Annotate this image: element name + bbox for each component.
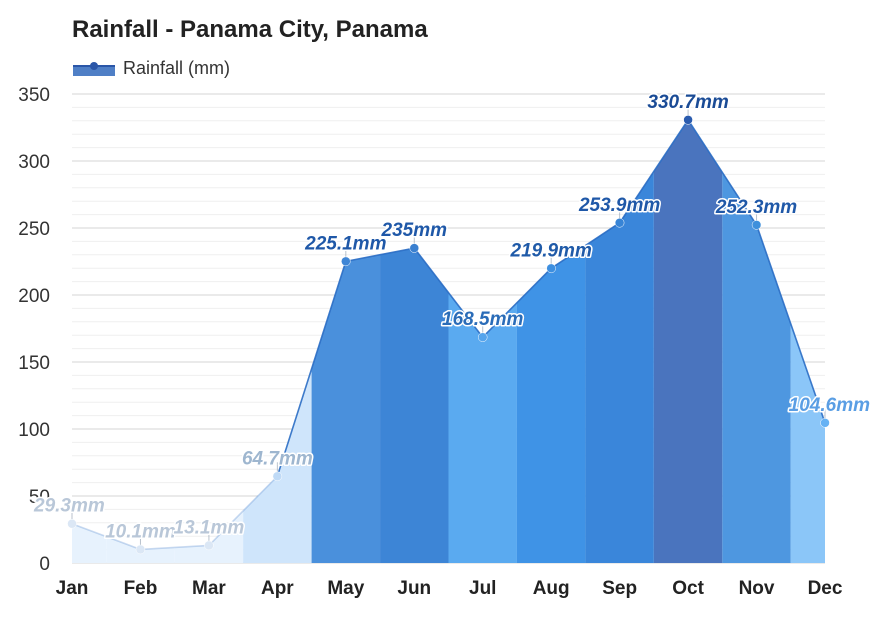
x-tick-label: May [327, 578, 364, 599]
line-segment [345, 247, 415, 263]
data-label-jan: 29.3mm [33, 496, 105, 517]
data-point-mar [204, 540, 214, 551]
x-axis-labels: Jan Feb Mar Apr May Jun Jul Aug Sep Oct Nov Dec [56, 578, 843, 599]
area-band-oct [653, 119, 723, 564]
y-tick-label: 350 [18, 85, 50, 106]
data-label-dec: 104.6mm [789, 395, 870, 416]
y-tick-label: 100 [18, 420, 50, 441]
area-fills [72, 119, 825, 564]
data-label-mar: 13.1mm [174, 517, 245, 538]
data-point-may [341, 256, 351, 267]
area-band-nov [722, 172, 791, 563]
x-tick-label: Jul [469, 578, 496, 599]
x-tick-label: Feb [124, 578, 158, 599]
x-tick-label: Jan [56, 578, 89, 599]
y-tick-label: 300 [18, 152, 50, 173]
data-point-dec [820, 418, 830, 428]
y-tick-label: 150 [18, 353, 50, 374]
data-point-jun [409, 243, 420, 253]
data-label-apr: 64.7mm [242, 448, 313, 469]
line-segment [276, 261, 347, 477]
data-label-may: 225.1mm [304, 233, 386, 254]
y-axis-labels: 0 50 100 150 200 250 300 350 [18, 85, 50, 575]
chart-title: Rainfall - Panama City, Panama [72, 16, 428, 43]
y-tick-label: 250 [18, 219, 50, 240]
data-point-oct [683, 115, 693, 125]
data-label-aug: 219.9mm [510, 240, 592, 261]
line-segment [618, 119, 689, 224]
area-band-aug [516, 245, 586, 564]
line-segment [208, 475, 278, 547]
data-point-jul [477, 332, 488, 342]
line-segment [482, 267, 552, 338]
legend-swatch [73, 66, 115, 76]
area-band-jul [448, 292, 517, 563]
x-tick-label: Sep [602, 578, 637, 599]
area-band-sep [585, 171, 654, 563]
data-point-feb [135, 544, 146, 555]
line-segment [140, 544, 209, 551]
x-tick-label: Mar [192, 578, 226, 599]
data-point-aug [546, 263, 556, 274]
data-point-nov [751, 220, 762, 230]
area-band-apr [243, 368, 312, 563]
data-label-oct: 330.7mm [647, 92, 728, 113]
data-label-nov: 252.3mm [715, 197, 797, 218]
data-label-sep: 253.9mm [578, 195, 660, 216]
data-label-feb: 10.1mm [105, 521, 176, 542]
x-tick-label: Jun [397, 578, 431, 599]
legend: Rainfall (mm) [73, 58, 230, 78]
series-line [71, 119, 826, 551]
y-tick-label: 50 [29, 487, 50, 508]
y-tick-label: 0 [39, 554, 50, 575]
area-band-mar [174, 510, 244, 563]
legend-dot [90, 62, 98, 70]
line-segment [413, 247, 484, 338]
area-band-jan [72, 523, 107, 563]
x-tick-label: Aug [533, 578, 570, 599]
line-segment [755, 224, 826, 424]
area-band-dec [790, 323, 825, 563]
data-label-jun: 235mm [381, 220, 448, 241]
line-segment [550, 222, 621, 269]
x-tick-label: Dec [808, 578, 843, 599]
x-tick-label: Nov [739, 578, 775, 599]
area-band-may [311, 254, 381, 564]
line-segment [687, 119, 758, 226]
x-tick-label: Apr [261, 578, 294, 599]
x-tick-label: Oct [672, 578, 704, 599]
legend-label: Rainfall (mm) [123, 58, 230, 78]
area-band-jun [380, 248, 449, 563]
line-segment [71, 522, 141, 551]
data-point-sep [614, 218, 625, 228]
data-point-apr [272, 471, 283, 482]
y-tick-label: 200 [18, 286, 50, 307]
data-point-jan [67, 518, 77, 529]
data-label-jul: 168.5mm [442, 309, 523, 330]
data-points [67, 105, 830, 555]
